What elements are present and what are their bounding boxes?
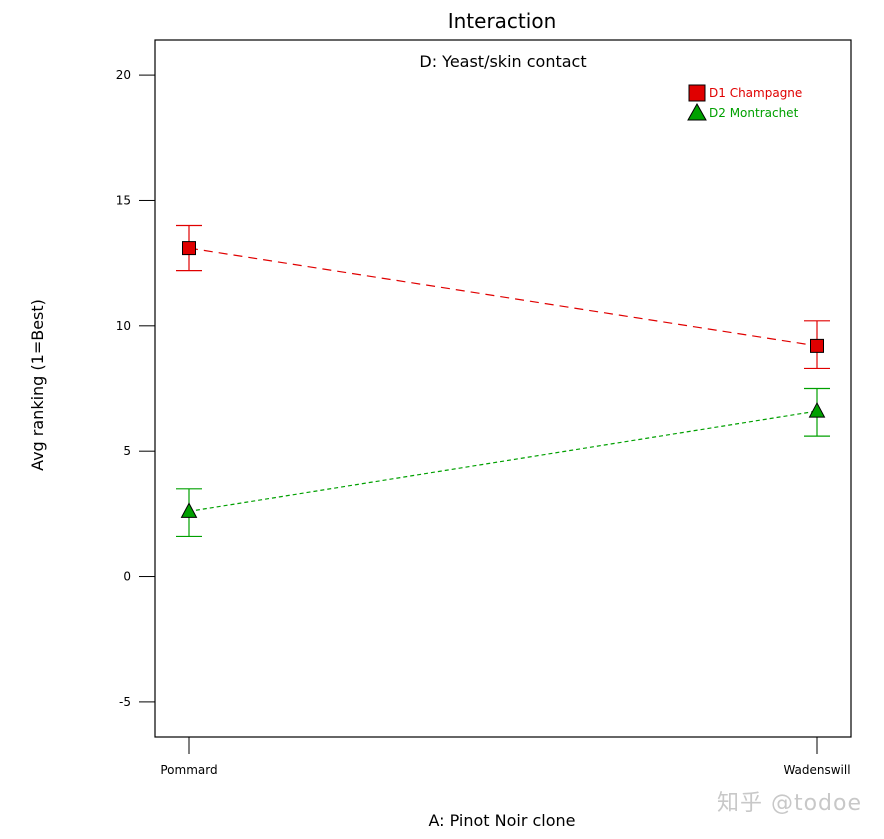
series-d1-champagne [176, 224, 830, 370]
series-line [188, 410, 818, 512]
data-point-square [182, 241, 196, 256]
y-axis: -5 0 5 10 15 20 [116, 68, 155, 709]
watermark: 知乎 @todoe [716, 791, 862, 816]
plot-frame [154, 39, 852, 738]
y-tick-label: 10 [116, 319, 131, 333]
x-tick-label: Pommard [160, 763, 217, 777]
series-line [188, 247, 818, 347]
y-tick-label: 15 [116, 193, 131, 207]
y-tick-label: 5 [123, 444, 131, 458]
data-point-square [810, 338, 824, 353]
legend-label: D1 Champagne [709, 86, 802, 100]
x-axis: Pommard Wadenswill [160, 737, 851, 777]
series-d2-montrachet [176, 387, 830, 538]
legend-label: D2 Montrachet [709, 106, 799, 120]
y-axis-label: Avg ranking (1=Best) [28, 299, 47, 471]
y-tick-label: 20 [116, 68, 131, 82]
x-tick-label: Wadenswill [783, 763, 850, 777]
x-axis-label: A: Pinot Noir clone [428, 811, 575, 830]
legend-marker-triangle [687, 102, 707, 121]
legend: D1 Champagne D2 Montrachet [687, 84, 802, 121]
data-point-triangle [180, 502, 198, 518]
y-tick-label: -5 [119, 695, 131, 709]
series-layer [176, 224, 830, 538]
data-point-triangle [808, 402, 826, 418]
chart-subtitle: D: Yeast/skin contact [419, 52, 586, 71]
chart-title: Interaction [448, 9, 557, 33]
legend-marker-square [688, 84, 706, 102]
y-tick-label: 0 [123, 570, 131, 584]
